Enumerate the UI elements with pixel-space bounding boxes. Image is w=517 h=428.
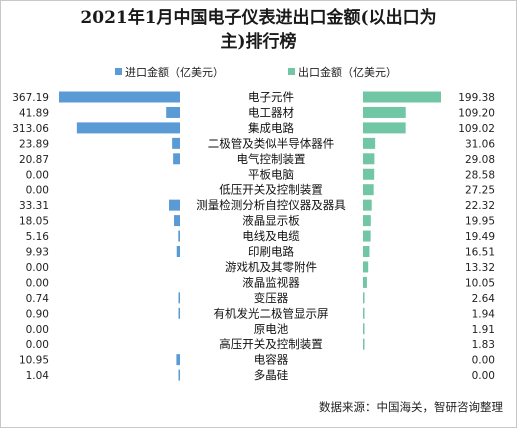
category-label: 游戏机及其零附件 bbox=[225, 260, 317, 274]
export-value-label: 16.51 bbox=[465, 247, 495, 259]
import-bar bbox=[176, 246, 180, 257]
category-label: 电子元件 bbox=[248, 90, 294, 104]
export-value-label: 2.64 bbox=[472, 293, 496, 305]
chart-title-line-1: 2021年1月中国电子仪表进出口金额(以出口为 bbox=[80, 8, 437, 28]
category-label: 平板电脑 bbox=[248, 167, 294, 181]
import-value-label: 1.04 bbox=[26, 370, 50, 382]
export-value-label: 22.32 bbox=[465, 200, 495, 212]
import-bar bbox=[166, 106, 180, 118]
export-value-label: 27.25 bbox=[465, 185, 495, 197]
export-value-label: 1.94 bbox=[472, 308, 496, 320]
export-value-label: 109.02 bbox=[458, 123, 495, 135]
category-label: 低压开关及控制装置 bbox=[219, 183, 323, 197]
import-value-label: 0.00 bbox=[26, 277, 49, 289]
export-value-label: 0.00 bbox=[472, 355, 495, 367]
import-bar bbox=[173, 153, 180, 165]
import-value-label: 18.05 bbox=[19, 216, 49, 228]
export-value-label: 29.08 bbox=[465, 154, 495, 166]
category-label: 二极管及类似半导体器件 bbox=[208, 136, 335, 150]
export-value-label: 28.58 bbox=[465, 169, 495, 181]
category-label: 原电池 bbox=[254, 322, 289, 336]
export-value-label: 1.83 bbox=[472, 339, 495, 351]
export-bar bbox=[363, 338, 365, 350]
import-value-label: 0.00 bbox=[26, 339, 49, 351]
import-value-label: 0.00 bbox=[26, 262, 49, 274]
category-label: 电工器材 bbox=[248, 105, 294, 119]
import-value-label: 33.31 bbox=[19, 200, 49, 212]
import-value-label: 0.00 bbox=[26, 169, 49, 181]
export-bar bbox=[363, 91, 441, 103]
export-bar bbox=[363, 199, 372, 211]
import-value-label: 0.00 bbox=[26, 324, 49, 336]
legend-label-import: 进口金额（亿美元） bbox=[125, 65, 224, 79]
import-value-label: 10.95 bbox=[19, 355, 49, 367]
export-bar bbox=[363, 261, 369, 273]
category-label: 电气控制装置 bbox=[237, 152, 306, 166]
category-label: 变压器 bbox=[254, 291, 289, 305]
export-bar bbox=[363, 168, 375, 180]
export-bar bbox=[363, 307, 365, 319]
import-bar bbox=[178, 230, 180, 242]
legend: 进口金额（亿美元） 出口金额（亿美元） bbox=[115, 65, 397, 79]
import-value-label: 5.16 bbox=[26, 231, 50, 243]
chart-title: 2021年1月中国电子仪表进出口金额(以出口为 主)排行榜 bbox=[0, 6, 517, 54]
export-bar bbox=[363, 230, 371, 242]
export-value-label: 31.06 bbox=[465, 138, 495, 150]
export-value-label: 10.05 bbox=[465, 277, 495, 289]
import-value-label: 367.19 bbox=[12, 92, 49, 104]
import-bar bbox=[172, 137, 180, 149]
plot-area: 367.19 电子元件 199.38 41.89 电工器材 109.20 313.06 集成电… bbox=[12, 90, 495, 382]
export-value-label: 1.91 bbox=[472, 324, 495, 336]
export-bar bbox=[363, 323, 365, 335]
import-bar bbox=[76, 122, 180, 134]
data-source-note: 数据来源：中国海关，智研咨询整理 bbox=[319, 400, 503, 414]
export-bar bbox=[363, 106, 406, 118]
category-label: 有机发光二极管显示屏 bbox=[214, 306, 329, 320]
export-value-label: 109.20 bbox=[458, 107, 495, 119]
category-label: 高压开关及控制装置 bbox=[219, 337, 323, 351]
category-label: 集成电路 bbox=[248, 121, 294, 135]
import-value-label: 41.89 bbox=[19, 107, 49, 119]
import-bar bbox=[178, 307, 180, 319]
import-value-label: 0.90 bbox=[26, 308, 49, 320]
export-bar bbox=[363, 246, 370, 257]
import-bar bbox=[176, 354, 180, 366]
import-bar bbox=[59, 91, 180, 103]
import-value-label: 20.87 bbox=[19, 154, 49, 166]
export-bar bbox=[363, 184, 374, 196]
export-value-label: 19.95 bbox=[465, 216, 495, 228]
legend-swatch-import bbox=[115, 68, 122, 75]
export-value-label: 199.38 bbox=[458, 92, 495, 104]
import-bar bbox=[178, 292, 180, 304]
category-label: 电容器 bbox=[254, 353, 289, 367]
import-value-label: 9.93 bbox=[26, 247, 49, 259]
category-label: 电线及电缆 bbox=[242, 229, 300, 243]
export-bar bbox=[363, 153, 375, 165]
import-value-label: 0.00 bbox=[26, 185, 49, 197]
export-bar bbox=[363, 276, 367, 288]
category-label: 多晶硅 bbox=[254, 368, 289, 382]
export-bar bbox=[363, 215, 371, 227]
legend-label-export: 出口金额（亿美元） bbox=[298, 65, 397, 79]
category-label: 印刷电路 bbox=[248, 245, 294, 259]
import-value-label: 313.06 bbox=[12, 123, 49, 135]
export-bar bbox=[363, 292, 365, 304]
chart-title-line-2: 主)排行榜 bbox=[220, 32, 297, 52]
import-value-label: 0.74 bbox=[26, 293, 50, 305]
export-value-label: 13.32 bbox=[465, 262, 495, 274]
import-bar bbox=[174, 215, 180, 227]
export-bar bbox=[363, 137, 376, 149]
export-value-label: 19.49 bbox=[465, 231, 495, 243]
import-bar bbox=[169, 199, 180, 211]
category-label: 测量检测分析自控仪器及器具 bbox=[196, 198, 346, 212]
legend-swatch-export bbox=[288, 68, 295, 75]
import-bar bbox=[178, 369, 180, 381]
export-value-label: 0.00 bbox=[472, 370, 495, 382]
import-value-label: 23.89 bbox=[19, 138, 49, 150]
export-bar bbox=[363, 122, 406, 134]
category-label: 液晶显示板 bbox=[242, 214, 300, 228]
category-label: 液晶监视器 bbox=[242, 275, 300, 289]
